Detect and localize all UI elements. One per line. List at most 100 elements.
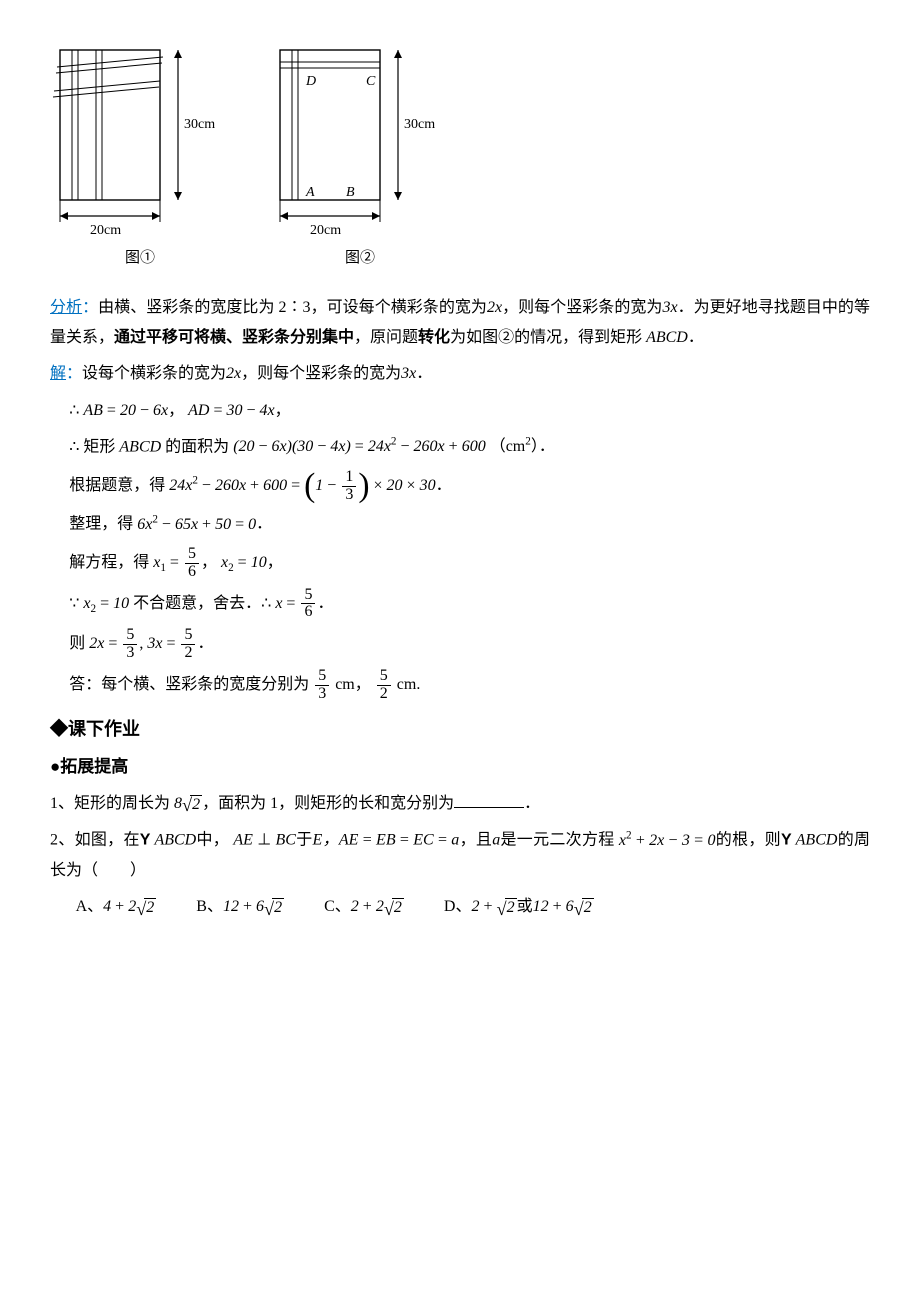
sau2: cm.	[393, 676, 421, 693]
sol6a: 解方程，得	[69, 554, 149, 571]
oDsq2: 2	[582, 898, 594, 917]
sol3abcd: ABCD	[119, 438, 161, 455]
solansA: 答：每个横、竖彩条的宽度分别为	[69, 676, 309, 693]
sol8f1d: 3	[123, 645, 137, 662]
sol5a: 整理，得	[69, 516, 133, 533]
sol1a: 设每个横彩条的宽为	[82, 365, 226, 382]
analysis-bold-1: 通过平移可将横、竖彩条分别集中	[114, 329, 354, 346]
solution-line-5: 整理，得 6x2 − 65x + 50 = 0．	[50, 509, 870, 540]
q2-eq: E，AE = EB = EC = a	[313, 832, 460, 849]
sol2a: ∴	[69, 402, 79, 419]
oA-expr: 4 + 2√2	[103, 898, 156, 915]
sol4a: 根据题意，得	[69, 477, 165, 494]
analysis-bold-2: 转化	[418, 329, 450, 346]
saf2d: 2	[377, 686, 391, 703]
sol2e: ，	[275, 402, 291, 419]
fig2-label-c: C	[366, 74, 376, 89]
oC-expr: 2 + 2√2	[351, 898, 404, 915]
option-c: C、2 + 2√2	[324, 892, 404, 922]
sol2-ab: AB = 20 − 6x	[83, 402, 168, 419]
q1sq: 2	[190, 795, 202, 814]
homework-subheading: ●拓展提高	[50, 751, 870, 783]
analysis-expr-1: 2x	[487, 299, 502, 316]
option-d: D、2 + √2或12 + 6√2	[444, 892, 594, 922]
parallelogram-symbol-2: Y	[781, 832, 792, 849]
q2h: 是一元二次方程	[500, 832, 614, 849]
q1b: ，面积为 1，则矩形的长和宽分别为	[202, 795, 454, 812]
q1-8sqrt2: 8√2	[174, 795, 202, 812]
q1eight: 8	[174, 795, 182, 812]
sol4fd: 3	[342, 487, 356, 504]
fig2-label-b: B	[346, 185, 355, 200]
sol8-2x: 2x = 53	[89, 635, 139, 652]
analysis-end: ．	[688, 329, 704, 346]
sol1-2x: 2x	[226, 365, 241, 382]
oB-expr: 12 + 6√2	[223, 898, 284, 915]
sol7-x2: x2 = 10	[83, 595, 129, 612]
sol5-expr: 6x2 − 65x + 50 = 0	[137, 516, 256, 533]
option-b: B、12 + 6√2	[196, 892, 284, 922]
sol3b: 的面积为	[165, 438, 229, 455]
sol6-x2: x2 = 10	[221, 554, 267, 571]
sol7fd: 6	[301, 604, 315, 621]
sol5e: ．	[256, 516, 272, 533]
fig1-height-label: 30cm	[184, 117, 215, 132]
sol3-unit: （cm2）．	[490, 438, 555, 455]
sol4-tail: × 20 × 30	[370, 477, 436, 494]
sol6f1d: 6	[185, 564, 199, 581]
oD-expr: 2 + √2或12 + 6√2	[471, 898, 593, 915]
oBl: B、	[196, 898, 223, 915]
figure-1-svg: 30cm 20cm	[50, 40, 230, 240]
options-row: A、4 + 2√2 B、12 + 6√2 C、2 + 2√2 D、2 + √2或…	[50, 892, 870, 922]
sol8e: ．	[197, 635, 213, 652]
sol1-3x: 3x	[401, 365, 416, 382]
q2-quad: x2 + 2x − 3 = 0	[619, 832, 716, 849]
q2g: a	[492, 832, 500, 849]
fig2-label-a: A	[305, 185, 315, 200]
solution-line-1: 解：设每个横彩条的宽为2x，则每个竖彩条的宽为3x．	[50, 359, 870, 389]
solution-label: 解	[50, 365, 66, 382]
analysis-label: 分析	[50, 299, 82, 316]
oCsq: 2	[392, 898, 404, 917]
sol8a: 则	[69, 635, 85, 652]
analysis-paragraph: 分析：由横、竖彩条的宽度比为 2∶3，可设每个横彩条的宽为2x，则每个竖彩条的宽…	[50, 293, 870, 354]
oCl: C、	[324, 898, 351, 915]
analysis-text-1: 由横、竖彩条的宽度比为 2∶3，可设每个横彩条的宽为	[98, 299, 487, 316]
analysis-text-2: ，则每个竖彩条的宽为	[502, 299, 662, 316]
q2abcd2: ABCD	[792, 832, 838, 849]
sol8f2d: 2	[181, 645, 195, 662]
solution-line-8: 则 2x = 53, 3x = 52．	[50, 627, 870, 662]
fig2-width-label: 20cm	[310, 223, 341, 238]
analysis-expr-2: 3x	[662, 299, 677, 316]
figure-2: D C A B 30cm 20cm 图②	[270, 40, 450, 273]
q2a: 2、如图，在	[50, 832, 140, 849]
q1e: ．	[524, 795, 540, 812]
saf1d: 3	[315, 686, 329, 703]
figure-1-caption: 图①	[125, 244, 155, 273]
sol6c: ，	[201, 554, 217, 571]
figure-2-svg: D C A B 30cm 20cm	[270, 40, 450, 240]
solution-line-7: ∵ x2 = 10 不合题意，舍去．∴ x = 56．	[50, 587, 870, 622]
sol7fn: 5	[301, 587, 315, 605]
q2abcd: ABCD	[150, 832, 196, 849]
fig2-label-d: D	[305, 74, 316, 89]
sol8f1n: 5	[123, 627, 137, 645]
question-2: 2、如图，在Y ABCD中， AE ⊥ BC于E，AE = EB = EC = …	[50, 825, 870, 886]
question-1: 1、矩形的周长为 8√2，面积为 1，则矩形的长和宽分别为 ．	[50, 789, 870, 819]
sol6-x1: x1 = 56	[153, 554, 201, 571]
sol7-x: x = 56	[275, 595, 317, 612]
sol2c: ，	[168, 402, 184, 419]
solution-line-2: ∴ AB = 20 − 6x， AD = 30 − 4x，	[50, 396, 870, 426]
oDl: D、	[444, 898, 472, 915]
oDsq1: 2	[505, 898, 517, 917]
sol8f2n: 5	[181, 627, 195, 645]
sol8-3x: 3x = 52	[147, 635, 197, 652]
oBsq: 2	[272, 898, 284, 917]
figures-row: 30cm 20cm 图① D C A B	[50, 40, 870, 273]
sol1b: ，则每个竖彩条的宽为	[241, 365, 401, 382]
saf2n: 5	[377, 668, 391, 686]
sol4-lhs: 24x2 − 260x + 600 =	[169, 477, 304, 494]
q1a: 1、矩形的周长为	[50, 795, 170, 812]
sol1c: ．	[416, 365, 432, 382]
q2f: ，且	[459, 832, 492, 849]
